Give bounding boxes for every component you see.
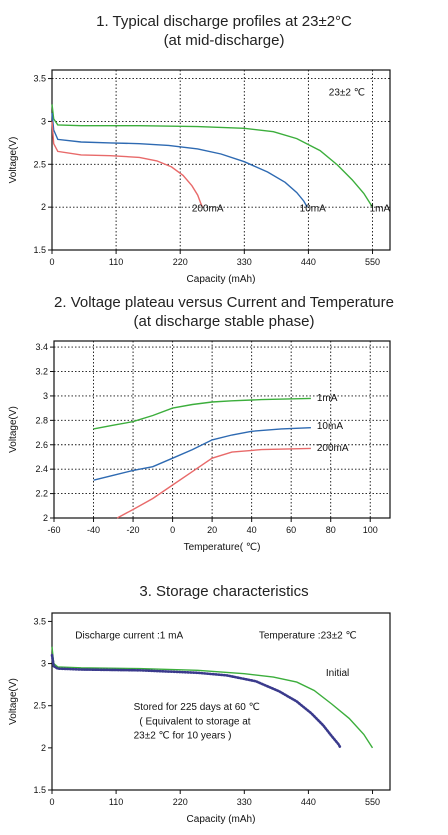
discharge-profiles-chart: 0 110 220 330 440 550 1.5 2 2.5 3 3.5 Capacity (mAh… xyxy=(8,69,391,285)
series-line-1 xyxy=(51,646,374,749)
plot-frame xyxy=(51,612,391,791)
chart-annotation: 23±2 ℃ xyxy=(329,88,365,99)
x-tick-label: 110 xyxy=(109,797,123,807)
chart1-title: 1. Typical discharge profiles at 23±2°C … xyxy=(0,12,448,50)
x-axis-label: Temperature( ℃) xyxy=(184,542,261,553)
chart-annotation: Discharge current :1 mA xyxy=(75,630,183,641)
chart2-title-line1: 2. Voltage plateau versus Current and Te… xyxy=(54,294,394,311)
y-axis-label: Voltage(V) xyxy=(8,406,19,453)
y-tick-label: 3.5 xyxy=(33,74,46,84)
y-tick-label: 1.5 xyxy=(33,785,46,795)
series-line-2 xyxy=(93,427,311,481)
chart2-title-line2: (at discharge stable phase) xyxy=(133,313,315,330)
chart-annotation: 1mA xyxy=(317,393,338,404)
chart3-title-line1: 3. Storage characteristics xyxy=(139,583,309,600)
series-line-3 xyxy=(51,121,204,208)
x-tick-label: 550 xyxy=(365,797,380,807)
chart-annotation: 200mA xyxy=(317,443,349,454)
chart1-title-line2: (at mid-discharge) xyxy=(163,32,285,49)
y-tick-label: 2 xyxy=(41,743,46,753)
x-tick-label: 220 xyxy=(173,257,188,267)
chart-annotation: Stored for 225 days at 60 ℃ xyxy=(134,702,260,713)
series-line-2 xyxy=(51,112,308,208)
x-tick-label: 80 xyxy=(326,525,336,535)
chart-annotation: 200mA xyxy=(192,203,224,214)
x-tick-label: 550 xyxy=(365,257,380,267)
y-tick-label: 2.5 xyxy=(33,701,46,711)
y-tick-label: 2 xyxy=(41,202,46,212)
x-axis-label: Capacity (mAh) xyxy=(187,274,256,285)
y-tick-label: 3.4 xyxy=(35,342,48,352)
y-tick-label: 2.4 xyxy=(35,464,48,474)
y-tick-label: 2.2 xyxy=(35,489,48,499)
y-tick-label: 3 xyxy=(41,116,46,126)
voltage-plateau-chart: -60 -40 -20 0 20 40 60 80 100 2 2.2 2.4 2.6 2.8 3 3.2 3.… xyxy=(8,340,391,553)
chart-annotation: Initial xyxy=(326,668,349,679)
y-tick-label: 2.6 xyxy=(35,440,48,450)
x-tick-label: 20 xyxy=(207,525,217,535)
chart2-title: 2. Voltage plateau versus Current and Te… xyxy=(0,293,448,331)
x-tick-label: -40 xyxy=(87,525,100,535)
x-tick-label: 440 xyxy=(301,257,316,267)
y-axis-label: Voltage(V) xyxy=(8,137,19,184)
x-tick-label: 0 xyxy=(49,257,54,267)
chart1-title-line1: 1. Typical discharge profiles at 23±2°C xyxy=(96,13,352,30)
y-tick-label: 3.5 xyxy=(33,616,46,626)
series-line-2 xyxy=(50,653,342,750)
x-tick-label: 330 xyxy=(237,257,252,267)
chart-annotation: 23±2 ℃ for 10 years ) xyxy=(134,731,232,742)
chart-annotation: 1mA xyxy=(370,203,391,214)
chart-annotation: ( Equivalent to storage at xyxy=(139,716,250,727)
x-tick-label: 100 xyxy=(363,525,378,535)
y-axis-label: Voltage(V) xyxy=(8,678,19,725)
x-tick-label: 0 xyxy=(170,525,175,535)
x-tick-label: 0 xyxy=(49,797,54,807)
y-tick-label: 2.8 xyxy=(35,415,48,425)
plot-frame xyxy=(51,69,391,251)
y-tick-label: 3.2 xyxy=(35,367,48,377)
chart-annotation: 10mA xyxy=(300,203,326,214)
series-line-1 xyxy=(93,397,311,430)
x-tick-label: -20 xyxy=(127,525,140,535)
plot-frame xyxy=(53,340,391,519)
x-tick-label: 60 xyxy=(286,525,296,535)
chart-annotation: Temperature :23±2 ℃ xyxy=(259,630,357,641)
storage-characteristics-chart: 0 110 220 330 440 550 1.5 2 2.5 3 3.5 Capacity (mAh… xyxy=(8,612,391,825)
series-line-1 xyxy=(51,104,374,208)
y-tick-label: 2 xyxy=(43,513,48,523)
x-tick-label: 440 xyxy=(301,797,316,807)
x-axis-label: Capacity (mAh) xyxy=(187,814,256,825)
x-tick-label: 330 xyxy=(237,797,252,807)
y-tick-label: 1.5 xyxy=(33,245,46,255)
x-tick-label: 110 xyxy=(109,257,123,267)
x-tick-label: 40 xyxy=(247,525,257,535)
y-tick-label: 2.5 xyxy=(33,159,46,169)
chart-annotation: 10mA xyxy=(317,421,343,432)
series-line-3 xyxy=(116,447,311,519)
chart3-title: 3. Storage characteristics xyxy=(0,582,448,601)
y-tick-label: 3 xyxy=(41,659,46,669)
y-tick-label: 3 xyxy=(43,391,48,401)
x-tick-label: -60 xyxy=(47,525,60,535)
x-tick-label: 220 xyxy=(173,797,188,807)
